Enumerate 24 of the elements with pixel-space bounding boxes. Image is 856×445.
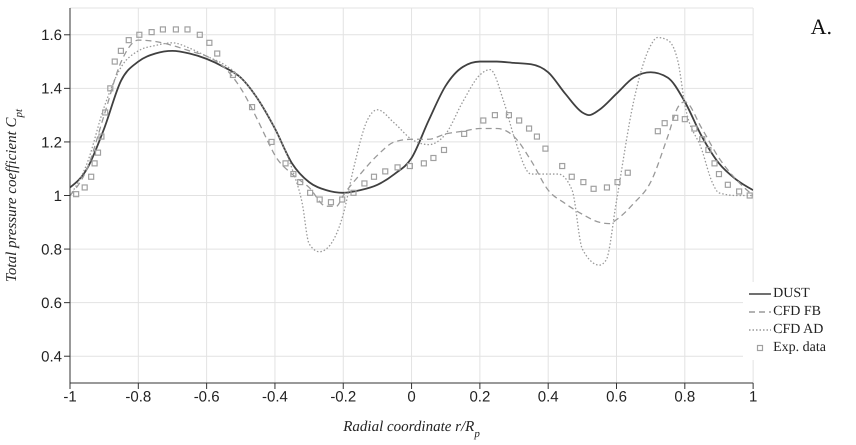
y-tick-label: 0.8 bbox=[41, 241, 62, 258]
y-tick-label: 1.6 bbox=[41, 27, 62, 44]
y-tick-label: 1 bbox=[54, 188, 62, 205]
x-tick-label: -0.8 bbox=[125, 388, 152, 406]
x-tick-label: -1 bbox=[63, 388, 77, 406]
x-tick-label: 1 bbox=[748, 388, 758, 406]
legend-label: DUST bbox=[773, 286, 810, 302]
y-tick-label: 1.4 bbox=[41, 80, 62, 98]
x-tick-label: 0.4 bbox=[538, 388, 559, 406]
x-tick-label: 0.8 bbox=[674, 388, 696, 406]
text: A. bbox=[810, 14, 832, 40]
x-tick-label: 0.2 bbox=[469, 388, 490, 406]
y-tick-label: 0.6 bbox=[41, 294, 62, 312]
x-tick-label: 0 bbox=[407, 388, 416, 406]
x-tick-label: -0.4 bbox=[262, 388, 288, 406]
legend-label: CFD FB bbox=[773, 304, 821, 320]
x-tick-label: -0.2 bbox=[330, 388, 356, 406]
y-tick-label: 0.4 bbox=[41, 348, 62, 366]
legend-label: Exp. data bbox=[773, 340, 826, 356]
x-tick-label: -0.6 bbox=[194, 388, 220, 406]
x-axis-title: Radial coordinate r/R$_{p}$ bbox=[342, 419, 480, 440]
x-tick-label: 0.6 bbox=[606, 388, 627, 406]
y-tick-label: 1.2 bbox=[41, 134, 62, 152]
legend-label: CFD AD bbox=[773, 322, 824, 338]
